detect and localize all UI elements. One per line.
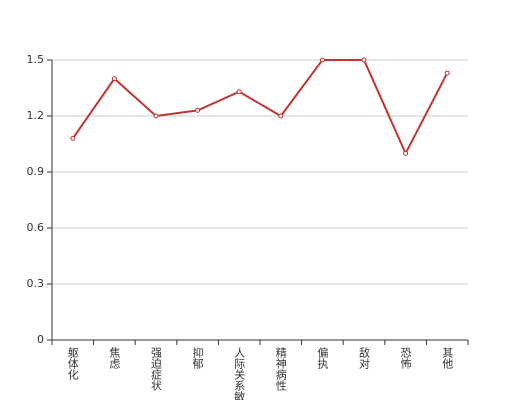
x-tick-label: 敌对 [358,346,371,369]
point [403,150,409,156]
point [278,113,284,119]
point [195,107,201,113]
x-tick-label: 其他 [441,347,454,369]
x-tick-label: 强迫症状 [150,347,163,391]
point [111,76,117,82]
x-tick-label: 抑郁 [191,346,204,369]
y-tick-label: 0 [37,333,44,346]
x-tick-label: 焦虑 [108,347,121,369]
point [319,57,325,63]
point [361,57,367,63]
x-tick-label: 躯体化 [66,347,79,381]
x-tick-label: 精神病性 [274,347,287,392]
point [70,135,76,141]
point [236,89,242,95]
x-tick-label: 人际关系敏感 [233,347,246,400]
point [444,70,450,76]
y-tick-label: 0.9 [27,165,45,178]
y-tick-label: 0.6 [27,221,45,234]
y-tick-label: 0.3 [27,277,45,290]
x-tick-label: 偏执 [316,346,329,370]
y-tick-label: 1.5 [27,53,45,66]
x-tick-label: 恐怖 [399,347,412,369]
point [153,113,159,119]
line [71,59,449,156]
y-tick-label: 1.2 [27,109,45,122]
